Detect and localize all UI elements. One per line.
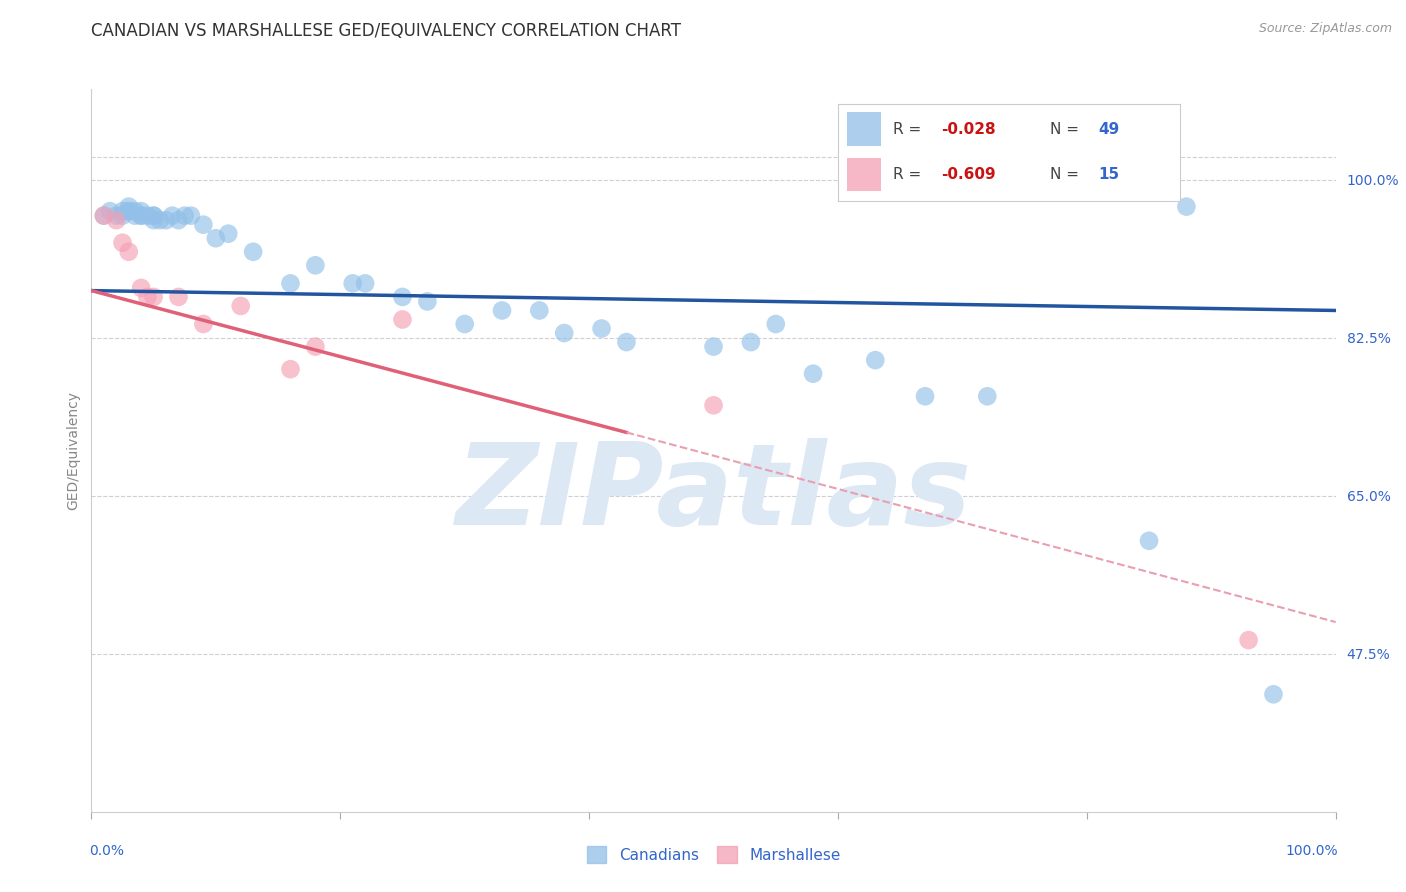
Point: [453, 317, 475, 331]
Point: [142, 209, 165, 223]
Point: [111, 209, 134, 223]
Point: [167, 290, 190, 304]
Point: [136, 290, 159, 304]
Point: [1237, 633, 1260, 648]
Point: [118, 244, 141, 259]
Point: [529, 303, 551, 318]
Point: [217, 227, 239, 241]
Point: [1263, 687, 1285, 701]
Point: [591, 321, 613, 335]
Point: [129, 209, 152, 223]
Point: [105, 209, 128, 223]
Text: 100.0%: 100.0%: [1285, 844, 1339, 858]
Point: [976, 389, 998, 403]
Point: [105, 213, 128, 227]
Point: [111, 235, 134, 250]
Point: [229, 299, 252, 313]
Point: [914, 389, 936, 403]
Text: CANADIAN VS MARSHALLESE GED/EQUIVALENCY CORRELATION CHART: CANADIAN VS MARSHALLESE GED/EQUIVALENCY …: [91, 22, 682, 40]
Point: [118, 204, 141, 219]
Point: [136, 209, 159, 223]
Point: [167, 213, 190, 227]
Point: [93, 209, 115, 223]
Point: [354, 277, 377, 291]
Point: [149, 213, 172, 227]
Point: [553, 326, 575, 340]
Point: [142, 290, 165, 304]
Point: [740, 334, 762, 349]
Text: 0.0%: 0.0%: [89, 844, 124, 858]
Point: [118, 200, 141, 214]
Point: [129, 281, 152, 295]
Point: [391, 312, 413, 326]
Point: [1137, 533, 1160, 548]
Point: [111, 204, 134, 219]
Point: [129, 209, 152, 223]
Point: [124, 204, 146, 219]
Point: [242, 244, 264, 259]
Point: [98, 204, 121, 219]
Text: Source: ZipAtlas.com: Source: ZipAtlas.com: [1258, 22, 1392, 36]
Point: [342, 277, 364, 291]
Point: [702, 340, 725, 354]
Point: [155, 213, 177, 227]
Point: [118, 204, 141, 219]
Text: ZIPatlas: ZIPatlas: [456, 438, 972, 549]
Point: [616, 334, 638, 349]
Point: [193, 317, 215, 331]
Point: [491, 303, 513, 318]
Point: [801, 367, 824, 381]
Point: [180, 209, 202, 223]
Point: [205, 231, 228, 245]
Point: [416, 294, 439, 309]
Point: [702, 398, 725, 412]
Point: [304, 258, 326, 272]
Point: [765, 317, 787, 331]
Point: [129, 204, 152, 219]
Point: [391, 290, 413, 304]
Point: [173, 209, 195, 223]
Point: [162, 209, 184, 223]
Point: [280, 362, 302, 376]
Point: [280, 277, 302, 291]
Point: [142, 209, 165, 223]
Point: [124, 209, 146, 223]
Point: [865, 353, 887, 368]
Point: [193, 218, 215, 232]
Point: [142, 213, 165, 227]
Point: [1175, 200, 1198, 214]
Legend: Canadians, Marshallese: Canadians, Marshallese: [581, 840, 846, 869]
Point: [93, 209, 115, 223]
Point: [304, 340, 326, 354]
Y-axis label: GED/Equivalency: GED/Equivalency: [66, 391, 80, 510]
